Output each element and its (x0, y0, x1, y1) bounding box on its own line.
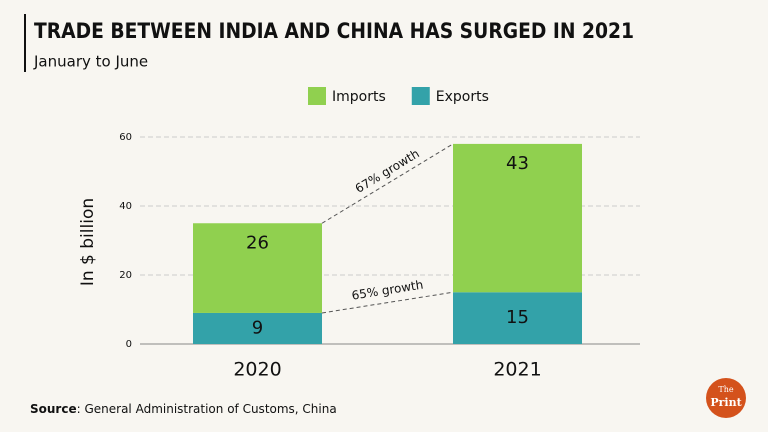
source-text: : General Administration of Customs, Chi… (77, 402, 337, 416)
legend-label: Imports (332, 89, 386, 105)
y-tick-label: 40 (119, 201, 132, 212)
source-label: Source (30, 402, 77, 416)
bar-segment (453, 143, 582, 293)
logo-badge (706, 378, 746, 418)
bar-segment (453, 292, 582, 344)
data-label: 15 (506, 307, 529, 328)
logo-top: The (718, 385, 733, 394)
growth-connector (321, 291, 454, 314)
x-tick-label: 2021 (493, 359, 541, 381)
bar-segment (193, 223, 322, 313)
source: Source: General Administration of Custom… (30, 402, 337, 416)
y-tick-label: 0 (126, 339, 132, 350)
legend-swatch (308, 87, 326, 105)
bar-segment (193, 312, 322, 344)
growth-connector (321, 143, 454, 224)
data-label: 9 (252, 317, 263, 338)
x-tick-label: 2020 (233, 359, 281, 381)
chart-subtitle: January to June (33, 53, 148, 71)
y-tick-label: 60 (119, 132, 132, 143)
y-axis-title: In $ billion (78, 198, 98, 286)
y-tick-label: 20 (119, 270, 132, 281)
data-label: 43 (506, 153, 529, 174)
logo-bottom: Print (710, 396, 742, 409)
legend-label: Exports (436, 89, 489, 105)
data-label: 26 (246, 232, 269, 253)
chart-title: TRADE BETWEEN INDIA AND CHINA HAS SURGED… (34, 19, 634, 43)
legend-swatch (411, 87, 430, 105)
